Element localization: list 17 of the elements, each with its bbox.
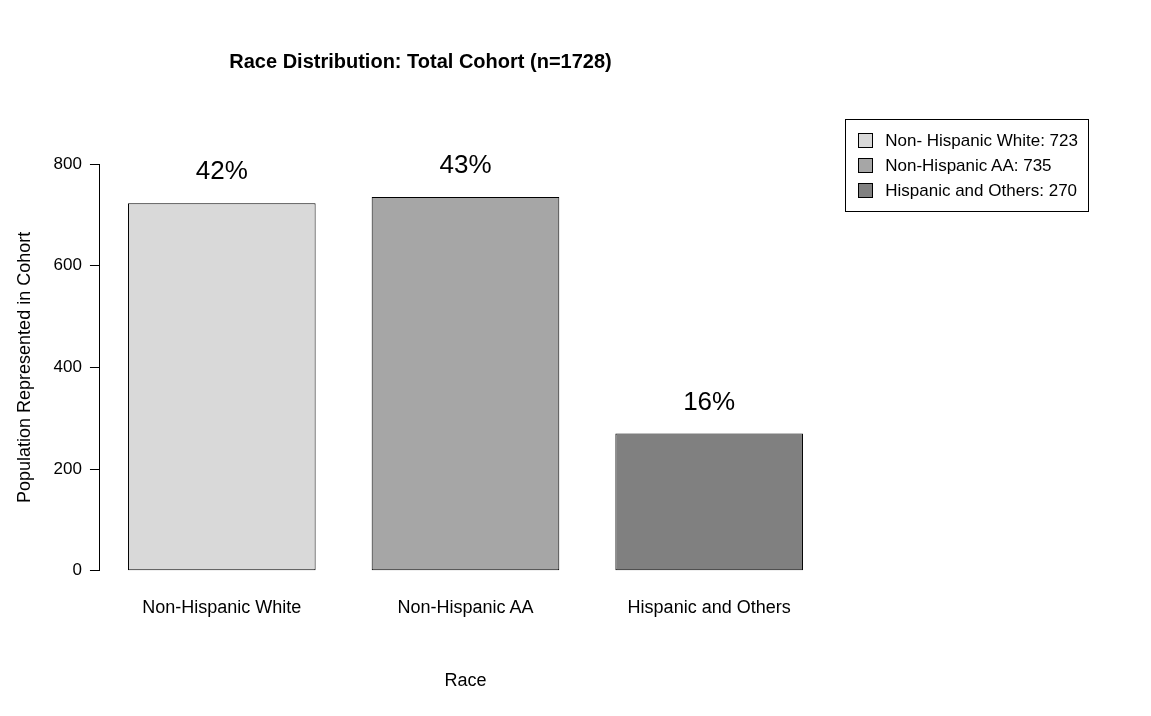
- y-tick-label: 800: [53, 153, 82, 173]
- annotation: 43%: [439, 149, 492, 180]
- y-tick-label: 400: [53, 357, 82, 377]
- x-tick-label: Non-Hispanic White: [142, 596, 302, 617]
- annotation: 16%: [683, 385, 736, 416]
- x-tick-label: Hispanic and Others: [627, 596, 791, 617]
- chart-title: Race Distribution: Total Cohort (n=1728): [229, 49, 612, 72]
- y-tick-label: 600: [53, 255, 82, 275]
- y-tick-label: 0: [72, 560, 82, 580]
- legend-label: Hispanic and Others: 270: [885, 180, 1078, 201]
- legend-label: Non-Hispanic AA: 735: [885, 155, 1052, 176]
- legend-label: Non- Hispanic White: 723: [885, 130, 1078, 151]
- y-tick-label: 200: [53, 458, 82, 478]
- y-axis-title: Population Represented in Cohort: [13, 231, 34, 503]
- x-axis-title: Race: [444, 670, 487, 691]
- annotation: 42%: [195, 155, 248, 186]
- x-tick-label: Non-Hispanic AA: [397, 596, 534, 617]
